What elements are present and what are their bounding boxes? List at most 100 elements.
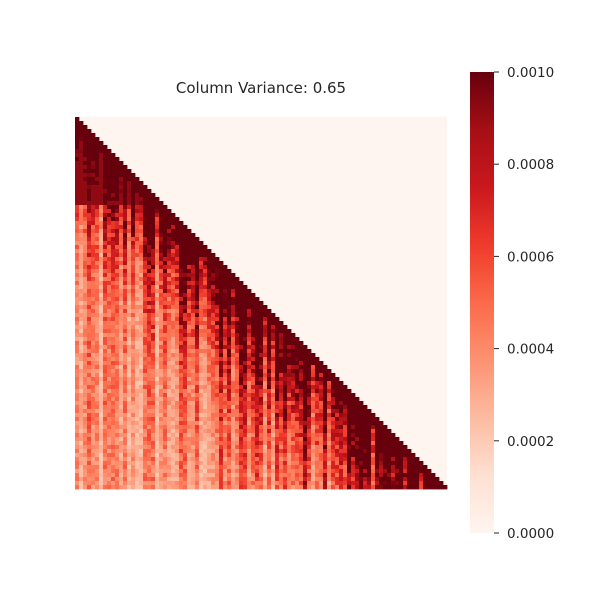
- heatmap-cell: [199, 317, 204, 322]
- heatmap-cell: [179, 309, 184, 314]
- heatmap-cell: [119, 453, 124, 458]
- heatmap-cell: [199, 249, 204, 254]
- heatmap-cell: [163, 225, 168, 230]
- heatmap-cell: [183, 377, 188, 382]
- heatmap-cell: [127, 329, 132, 334]
- heatmap-cell: [203, 449, 208, 454]
- heatmap-cell: [83, 405, 88, 410]
- heatmap-cell: [103, 461, 108, 466]
- heatmap-cell: [159, 233, 164, 238]
- heatmap-cell: [127, 393, 132, 398]
- heatmap-cell: [175, 481, 180, 486]
- heatmap-cell: [107, 281, 112, 286]
- heatmap-cell: [159, 293, 164, 298]
- heatmap-cell: [399, 473, 404, 478]
- heatmap-cell: [143, 413, 148, 418]
- heatmap-cell: [103, 145, 108, 150]
- heatmap-cell: [263, 365, 268, 370]
- heatmap-cell: [127, 365, 132, 370]
- heatmap-cell: [79, 221, 84, 226]
- heatmap-cell: [187, 457, 192, 462]
- heatmap-cell: [143, 361, 148, 366]
- heatmap-cell: [191, 437, 196, 442]
- heatmap-cell: [259, 349, 264, 354]
- heatmap-cell: [123, 229, 128, 234]
- heatmap-cell: [247, 465, 252, 470]
- heatmap-cell: [243, 433, 248, 438]
- heatmap-cell: [127, 333, 132, 338]
- heatmap-cell: [339, 413, 344, 418]
- heatmap-cell: [207, 485, 212, 490]
- heatmap-cell: [363, 449, 368, 454]
- heatmap-cell: [155, 377, 160, 382]
- heatmap-cell: [111, 237, 116, 242]
- heatmap-cell: [323, 445, 328, 450]
- heatmap-cell: [87, 345, 92, 350]
- heatmap-cell: [219, 453, 224, 458]
- heatmap-cell: [107, 217, 112, 222]
- heatmap-cell: [123, 221, 128, 226]
- heatmap-cell: [151, 205, 156, 210]
- heatmap-cell: [151, 441, 156, 446]
- heatmap-cell: [223, 305, 228, 310]
- heatmap-cell: [95, 261, 100, 266]
- heatmap-cell: [207, 289, 212, 294]
- heatmap-cell: [283, 473, 288, 478]
- heatmap-cell: [255, 313, 260, 318]
- heatmap-cell: [147, 257, 152, 262]
- heatmap-cell: [127, 449, 132, 454]
- heatmap-cell: [75, 209, 80, 214]
- heatmap-cell: [87, 209, 92, 214]
- heatmap-cell: [179, 425, 184, 430]
- heatmap-cell: [119, 289, 124, 294]
- heatmap-cell: [215, 289, 220, 294]
- heatmap-cell: [187, 369, 192, 374]
- heatmap-cell: [211, 441, 216, 446]
- heatmap-cell: [231, 425, 236, 430]
- heatmap-cell: [75, 213, 80, 218]
- heatmap-cell: [75, 381, 80, 386]
- heatmap-cell: [199, 289, 204, 294]
- heatmap-cell: [267, 409, 272, 414]
- heatmap-cell: [83, 365, 88, 370]
- heatmap-cell: [175, 305, 180, 310]
- heatmap-cell: [147, 205, 152, 210]
- heatmap-cell: [111, 341, 116, 346]
- heatmap-cell: [327, 433, 332, 438]
- heatmap-cell: [211, 289, 216, 294]
- heatmap-cell: [267, 485, 272, 490]
- heatmap-cell: [195, 325, 200, 330]
- heatmap-cell: [155, 261, 160, 266]
- heatmap-cell: [143, 225, 148, 230]
- heatmap-cell: [179, 405, 184, 410]
- heatmap-cell: [187, 341, 192, 346]
- heatmap-cell: [203, 357, 208, 362]
- heatmap-cell: [179, 317, 184, 322]
- heatmap-cell: [239, 321, 244, 326]
- heatmap-cell: [399, 445, 404, 450]
- heatmap-cell: [227, 301, 232, 306]
- heatmap-cell: [187, 409, 192, 414]
- heatmap-cell: [247, 305, 252, 310]
- heatmap-cell: [327, 477, 332, 482]
- heatmap-cell: [187, 273, 192, 278]
- heatmap-cell: [195, 309, 200, 314]
- heatmap-cell: [263, 361, 268, 366]
- heatmap-cell: [183, 285, 188, 290]
- heatmap-cell: [187, 245, 192, 250]
- heatmap-cell: [195, 401, 200, 406]
- heatmap-cell: [171, 457, 176, 462]
- heatmap-cell: [159, 405, 164, 410]
- heatmap-cell: [391, 449, 396, 454]
- heatmap-cell: [91, 221, 96, 226]
- heatmap-cell: [251, 437, 256, 442]
- heatmap-cell: [271, 321, 276, 326]
- heatmap-cell: [151, 249, 156, 254]
- heatmap-cell: [151, 485, 156, 490]
- heatmap-cell: [135, 317, 140, 322]
- heatmap-cell: [279, 425, 284, 430]
- heatmap-cell: [175, 405, 180, 410]
- heatmap-cell: [123, 461, 128, 466]
- heatmap-cell: [359, 457, 364, 462]
- heatmap-cell: [279, 417, 284, 422]
